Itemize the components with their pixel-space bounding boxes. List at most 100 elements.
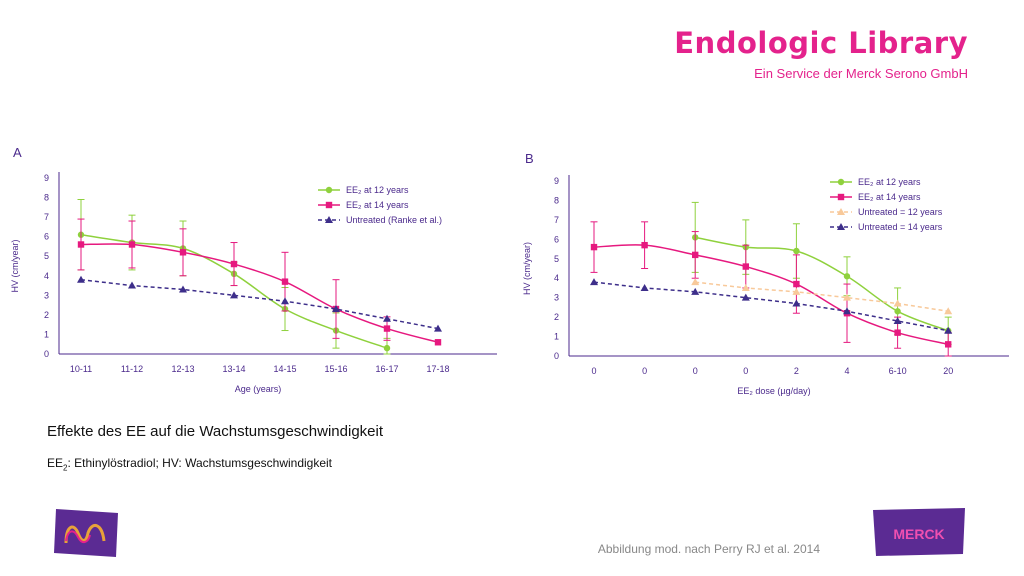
merck-wordmark-icon: MERCK [873,508,965,556]
data-point [77,275,85,283]
data-point [128,241,136,248]
y-tick-label: 2 [44,310,49,320]
data-point [894,308,901,315]
merck-wordmark-text: MERCK [893,526,944,542]
data-point [590,278,598,286]
x-axis-label: Age (years) [235,384,282,394]
caption-title: Effekte des EE auf die Wachstumsgeschwin… [47,423,384,440]
data-point [944,326,953,334]
data-point [945,341,952,348]
y-tick-label: 1 [554,332,559,342]
data-point [128,281,136,289]
data-point [792,287,801,295]
data-point [640,283,649,291]
data-point [434,324,442,332]
data-point [843,273,851,280]
data-point [691,278,700,286]
x-tick-label: 20 [943,366,953,376]
y-tick-label: 8 [44,193,49,203]
x-tick-label: 0 [743,366,748,376]
y-tick-label: 6 [44,232,49,242]
data-point [793,247,800,255]
x-tick-label: 13-14 [222,364,245,374]
footnote: Abbildung mod. nach Perry RJ et al. 2014 [597,542,820,556]
data-point [843,307,851,315]
series-line [695,281,949,313]
data-point [332,305,340,313]
legend-label: EE₂ at 12 years [346,185,409,195]
data-point [793,280,800,288]
x-tick-label: 0 [642,366,647,376]
x-tick-label: 0 [591,366,596,376]
data-point [742,263,749,270]
legend-label: Untreated (Ranke et al.) [346,215,442,225]
x-tick-label: 14-15 [273,364,296,374]
merck-m-logo [52,507,120,559]
y-tick-label: 2 [554,312,559,322]
data-point [281,278,289,285]
series-line [80,243,439,343]
legend-entry: EE₂ at 12 years [318,185,409,195]
merck-m-icon [54,509,118,557]
data-point [741,293,750,301]
x-tick-label: 10-11 [70,364,92,374]
data-point [843,293,851,301]
y-axis-label: HV (cm/year) [522,242,532,295]
data-point [692,251,699,259]
brand-title: Endologic Library [674,26,968,60]
data-point [179,249,187,256]
legend-entry: Untreated (Ranke et al.) [318,215,442,225]
data-point [383,344,391,352]
x-tick-label: 6-10 [889,366,907,376]
data-point [281,297,289,305]
legend-marker [325,201,333,209]
series-2 [77,275,442,332]
merck-wordmark-logo: MERCK [870,506,968,558]
legend-entry: EE₂ at 14 years [830,192,921,202]
legend-marker [837,208,845,215]
legend-entry: Untreated = 12 years [830,207,943,217]
data-point [741,283,750,291]
caption-abbreviations: EE2: Ethinylöstradiol; HV: Wachstumsgesc… [47,456,332,472]
brand-subtitle: Ein Service der Merck Serono GmbH [754,66,968,81]
data-point [383,314,391,322]
abbr-prefix: EE [47,456,64,470]
data-point [944,307,953,315]
y-tick-label: 8 [554,195,559,205]
panel-label-b: B [525,151,534,166]
legend-entry: Untreated = 14 years [830,222,943,232]
data-point [230,260,238,268]
y-tick-label: 6 [554,234,559,244]
data-point [179,285,187,293]
series-3 [590,278,953,334]
y-tick-label: 3 [554,293,559,303]
y-tick-label: 3 [44,290,49,300]
x-tick-label: 11-12 [121,364,143,374]
x-tick-label: 2 [794,366,799,376]
data-point [792,299,801,307]
x-tick-label: 15-16 [324,364,347,374]
data-point [894,329,901,336]
legend-label: Untreated = 14 years [858,222,943,232]
y-tick-label: 9 [44,173,49,183]
legend-marker [837,178,845,186]
series-line [593,244,949,346]
y-tick-label: 0 [44,349,49,359]
y-tick-label: 4 [554,273,559,283]
y-tick-label: 7 [554,215,559,225]
y-tick-label: 5 [554,254,559,264]
legend-marker [325,186,333,194]
chart-a: 0 1 2 3 4 5 6 7 8 9 10-11 11-12 12-13 13-14 14-15 15-16… [10,172,497,394]
data-point [893,317,902,324]
chart-b: 0 1 2 3 4 5 6 7 8 9 0 0 0 0 2 4 6-10 20 EE₂ dose (µg/day) H… [522,175,1009,396]
x-tick-label: 0 [693,366,698,376]
series-line [695,236,949,332]
panel-label-a: A [13,145,22,160]
data-point [230,291,238,299]
x-tick-label: 12-13 [171,364,194,374]
y-axis-label: HV (cm/year) [10,239,20,292]
y-tick-label: 4 [44,271,49,281]
legend-label: EE₂ at 14 years [346,200,409,210]
legend-marker [837,193,845,201]
data-point [434,339,442,346]
